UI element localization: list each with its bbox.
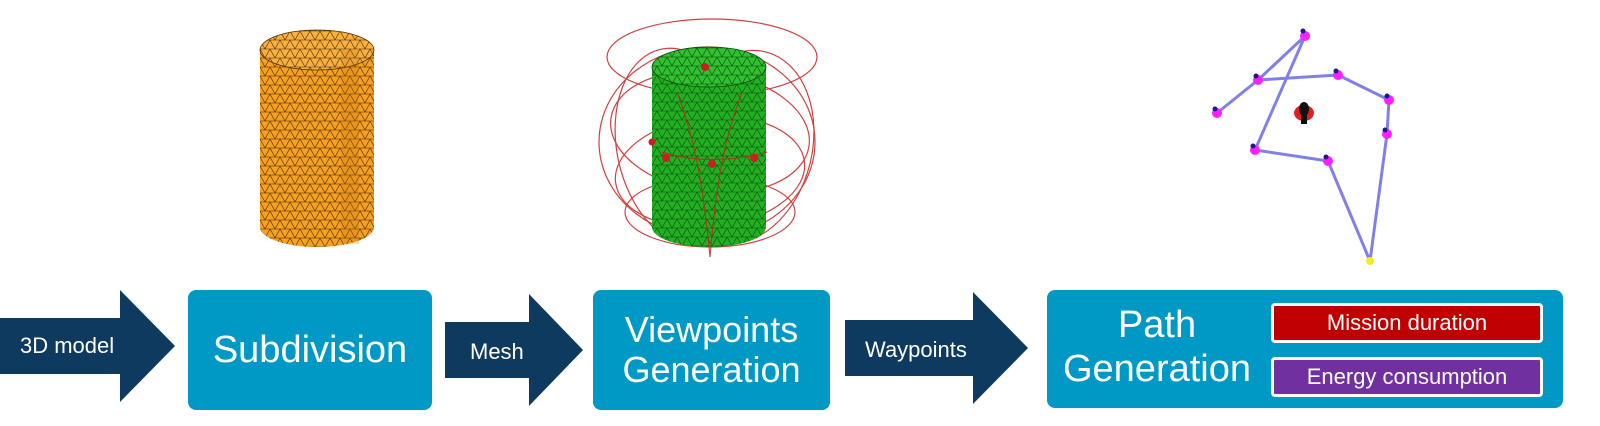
- waypoint-path-plot: [1212, 28, 1394, 265]
- arrow-waypoints-label: Waypoints: [865, 337, 967, 362]
- energy-consumption-label: Energy consumption: [1306, 364, 1508, 389]
- path-generation-line1: Path: [1117, 304, 1197, 346]
- arrow-mesh: Mesh: [445, 294, 583, 406]
- mission-duration-label: Mission duration: [1326, 310, 1488, 335]
- arrow-3d-model: 3D model: [0, 290, 175, 402]
- energy-consumption-tag: Energy consumption: [1271, 357, 1543, 397]
- green-cylinder-viewpoints: [598, 18, 818, 258]
- mission-duration-tag: Mission duration: [1271, 303, 1543, 343]
- arrow-3d-model-label: 3D model: [20, 333, 115, 358]
- viewpoints-generation-line1: Viewpoints: [624, 309, 799, 351]
- path-generation-box: Path Generation Mission duration Energy …: [1047, 290, 1563, 408]
- viewpoints-generation-box: Viewpoints Generation: [593, 290, 830, 410]
- viewpoints-generation-line2: Generation: [622, 349, 801, 390]
- arrow-waypoints: Waypoints: [845, 292, 1028, 404]
- path-generation-title: Path Generation: [1057, 304, 1257, 391]
- orange-cylinder-model: [259, 29, 375, 247]
- path-generation-line2: Generation: [1062, 347, 1251, 390]
- subdivision-label: Subdivision: [212, 328, 408, 371]
- subdivision-box: Subdivision: [188, 290, 432, 410]
- arrow-mesh-label: Mesh: [470, 339, 524, 364]
